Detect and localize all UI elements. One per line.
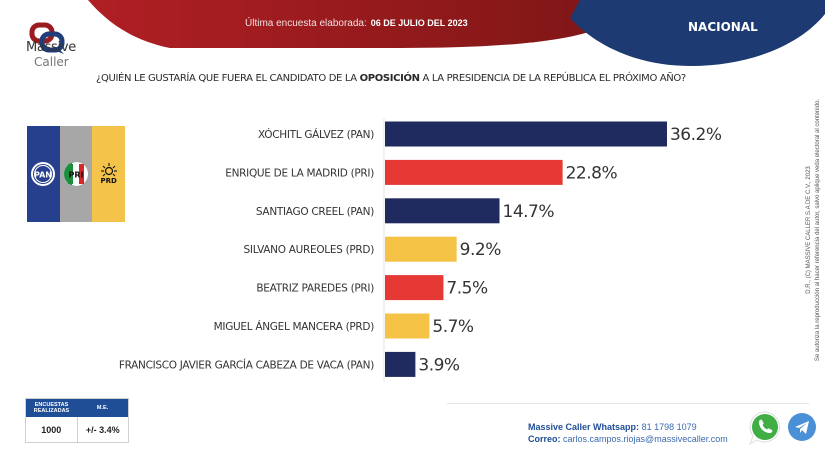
footer-divider <box>447 403 809 404</box>
copyright-note: D.R., (C) MASSIVE CALLER S.A DE C.V., 20… <box>805 85 823 375</box>
bar-3 <box>385 198 500 224</box>
bar-6 <box>385 313 430 339</box>
category-label-3: SANTIAGO CREEL (PAN) <box>256 206 374 218</box>
bar-2 <box>385 159 563 185</box>
header-blue-shape <box>570 0 825 66</box>
prd-stripe: PRD <box>92 126 126 222</box>
email-line: Correo: carlos.campos.riojas@massivecall… <box>528 433 728 445</box>
pri-logo-text: PRI <box>69 171 84 180</box>
header-red-shape <box>88 0 620 48</box>
value-label-4: 9.2% <box>460 240 502 260</box>
brand-name-line2: Caller <box>34 55 69 69</box>
survey-date: Última encuesta elaborada: 06 DE JULIO DE… <box>245 18 468 29</box>
value-label-7: 3.9% <box>418 355 460 375</box>
prd-logo-text: PRD <box>100 177 117 185</box>
telegram-icon[interactable] <box>787 412 817 442</box>
whatsapp-label: Massive Caller Whatsapp: <box>528 422 640 432</box>
question-after: A LA PRESIDENCIA DE LA REPÚBLICA EL PRÓX… <box>422 73 687 84</box>
whatsapp-number[interactable]: 81 1798 1079 <box>641 422 697 432</box>
bar-1 <box>385 121 667 147</box>
pan-logo-text: PAN <box>34 171 52 180</box>
copyright-line1: D.R., (C) MASSIVE CALLER S.A DE C.V., 20… <box>806 166 812 294</box>
pan-stripe: PAN <box>27 126 60 222</box>
stats-value-row: 1000 +/- 3.4% <box>26 417 128 442</box>
stats-header-margin: M.E. <box>96 405 109 411</box>
brand-name-line1: Massive <box>26 40 76 55</box>
prd-sun-icon <box>100 163 117 177</box>
pan-logo-icon: PAN <box>31 162 56 186</box>
bar-chart: XÓCHITL GÁLVEZ (PAN) 36.2% ENRIQUE DE LA M… <box>119 118 722 382</box>
category-label-5: BEATRIZ PAREDES (PRI) <box>256 283 374 295</box>
copyright-line2: Se autoriza la reproducción al hacer ref… <box>815 98 821 362</box>
question-bold: OPOSICIÓN <box>359 73 420 84</box>
whatsapp-line: Massive Caller Whatsapp: 81 1798 1079 <box>528 421 728 433</box>
bar-7 <box>385 351 416 377</box>
email-label: Correo: <box>528 434 561 444</box>
stats-header-row: ENCUESTAS REALIZADAS M.E. <box>26 399 128 417</box>
stats-header-surveys: ENCUESTAS REALIZADAS <box>33 402 70 414</box>
category-label-2: ENRIQUE DE LA MADRID (PRI) <box>225 167 374 179</box>
category-label-4: SILVANO AUREOLES (PRD) <box>244 244 375 256</box>
value-label-1: 36.2% <box>670 125 722 145</box>
scope-label: NACIONAL <box>688 20 758 34</box>
stats-value-margin: +/- 3.4% <box>85 424 120 435</box>
contact-info: Massive Caller Whatsapp: 81 1798 1079 Co… <box>528 421 728 445</box>
category-label-6: MIGUEL ÁNGEL MANCERA (PRD) <box>214 320 375 333</box>
value-label-6: 5.7% <box>432 317 474 337</box>
survey-date-label: Última encuesta elaborada: <box>245 18 367 29</box>
survey-date-value: 06 DE JULIO DEL 2023 <box>370 18 468 28</box>
chart-question: ¿QUIÉN LE GUSTARÍA QUE FUERA EL CANDIDAT… <box>96 73 686 84</box>
stats-value-surveys: 1000 <box>26 417 78 442</box>
category-label-7: FRANCISCO JAVIER GARCÍA CABEZA DE VACA (… <box>119 358 374 371</box>
massive-caller-logo-icon <box>29 22 65 54</box>
bar-4 <box>385 236 457 262</box>
value-label-5: 7.5% <box>446 279 488 299</box>
bar-5 <box>385 275 444 301</box>
survey-stats-table: ENCUESTAS REALIZADAS M.E. 1000 +/- 3.4% <box>25 398 129 443</box>
email-address[interactable]: carlos.campos.riojas@massivecaller.com <box>563 434 728 444</box>
value-label-2: 22.8% <box>566 163 618 183</box>
pri-logo-icon: PRI <box>64 162 88 186</box>
whatsapp-icon[interactable] <box>748 410 782 446</box>
question-before: ¿QUIÉN LE GUSTARÍA QUE FUERA EL CANDIDAT… <box>96 73 357 84</box>
party-logos: PAN PRI PRD <box>27 126 126 222</box>
category-label-1: XÓCHITL GÁLVEZ (PAN) <box>258 128 374 141</box>
pri-stripe: PRI <box>59 126 93 222</box>
value-label-3: 14.7% <box>503 202 555 222</box>
